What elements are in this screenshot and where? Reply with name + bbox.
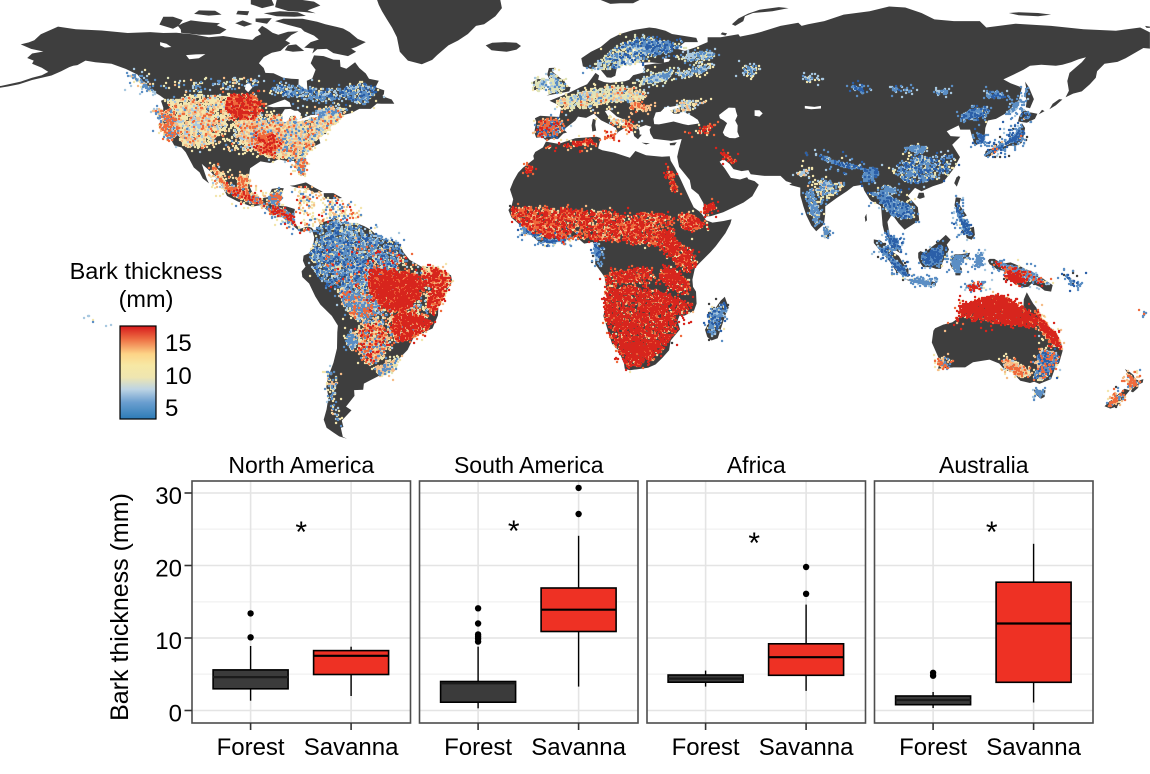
- svg-text:Savanna: Savanna: [986, 734, 1081, 761]
- svg-text:5: 5: [165, 395, 178, 422]
- svg-text:*: *: [508, 515, 520, 548]
- svg-text:*: *: [986, 516, 998, 549]
- svg-text:Savanna: Savanna: [531, 734, 626, 761]
- svg-text:North America: North America: [228, 452, 374, 478]
- svg-text:Australia: Australia: [939, 452, 1029, 478]
- svg-text:Bark thickness (mm): Bark thickness (mm): [106, 493, 134, 721]
- svg-text:10: 10: [165, 363, 192, 390]
- svg-text:South America: South America: [454, 452, 604, 478]
- svg-text:Forest: Forest: [444, 734, 512, 761]
- svg-text:Africa: Africa: [727, 452, 786, 478]
- svg-text:Savanna: Savanna: [304, 734, 399, 761]
- svg-text:Forest: Forest: [672, 734, 740, 761]
- svg-text:0: 0: [169, 701, 182, 728]
- svg-text:*: *: [748, 527, 760, 560]
- svg-text:Bark thickness: Bark thickness: [70, 258, 223, 284]
- svg-text:(mm): (mm): [119, 286, 174, 312]
- svg-text:*: *: [295, 516, 307, 549]
- svg-text:30: 30: [155, 483, 182, 510]
- svg-text:20: 20: [155, 556, 182, 583]
- svg-text:Forest: Forest: [899, 734, 967, 761]
- svg-text:Forest: Forest: [217, 734, 285, 761]
- svg-text:15: 15: [165, 330, 192, 357]
- svg-text:Savanna: Savanna: [759, 734, 854, 761]
- svg-text:10: 10: [155, 628, 182, 655]
